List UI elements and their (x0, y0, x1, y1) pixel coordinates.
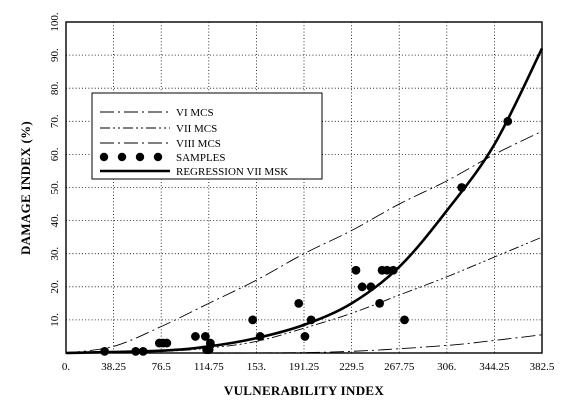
x-axis-title: VULNERABILITY INDEX (224, 383, 384, 398)
legend-swatch-samples-dot (153, 152, 163, 162)
legend-label-vi-mcs: VI MCS (176, 107, 214, 119)
legend: VI MCS VII MCS VIII MCS SAMPLES REGRESSION V… (91, 92, 323, 180)
legend-swatch-samples-dot (117, 152, 127, 162)
sample-point (357, 282, 367, 292)
regression-vii-msk-curve (65, 47, 544, 355)
sample-point (100, 346, 109, 356)
sample-point (351, 265, 361, 275)
legend-swatch-samples-dot (99, 152, 109, 162)
y-tick-label: 10. (49, 313, 61, 327)
legend-label-vii-mcs: VII MCS (176, 123, 217, 135)
sample-point (503, 116, 513, 126)
sample-point (200, 332, 210, 341)
legend-swatch-samples-dot (135, 152, 145, 162)
y-tick-label: 60. (49, 147, 61, 161)
x-tick-label: 344.25 (479, 361, 510, 373)
grid-lines (66, 22, 542, 353)
x-tick-label: 76.5 (152, 361, 172, 373)
x-tick-label: 382.5 (530, 361, 555, 373)
y-tick-label: 40. (49, 213, 61, 227)
y-tick-label: 80. (49, 81, 61, 95)
sample-point (300, 332, 310, 341)
y-axis-title: DAMAGE INDEX (%) (18, 121, 33, 255)
x-tick-label: 153. (247, 361, 267, 373)
y-tick-label: 70. (49, 114, 61, 128)
sample-point (204, 345, 214, 355)
legend-label-regression-vii-msk: REGRESSION VII MSK (176, 166, 288, 178)
series-layer (65, 47, 544, 355)
tick-labels: 0. 38.25 76.5 114.75 153. 191.25 229.5 267.75 30… (49, 12, 555, 373)
y-tick-label: 30. (49, 247, 61, 261)
legend-label-viii-mcs: VIII MCS (176, 138, 221, 150)
y-tick-label: 90. (49, 48, 61, 62)
sample-point (382, 265, 392, 275)
sample-point (306, 315, 316, 325)
sample-point (205, 338, 215, 348)
x-tick-label: 38.25 (101, 361, 126, 373)
sample-point (457, 183, 467, 192)
legend-label-samples: SAMPLES (176, 152, 226, 164)
x-tick-label: 267.75 (384, 361, 415, 373)
sample-point (294, 298, 304, 308)
y-tick-label: 100. (49, 12, 61, 32)
sample-point (255, 332, 265, 341)
sample-point (388, 265, 398, 275)
x-tick-label: 306. (437, 361, 457, 373)
sample-point (191, 332, 200, 341)
y-tick-label: 20. (49, 280, 61, 294)
sample-point (366, 282, 376, 292)
y-tick-label: 50. (49, 180, 61, 194)
x-tick-label: 114.75 (194, 361, 224, 373)
viii-mcs-curve (65, 130, 543, 354)
legend-box (91, 92, 323, 180)
sample-point (131, 346, 141, 356)
x-tick-label: 229.5 (339, 361, 364, 373)
vii-mcs-curve (65, 236, 543, 354)
sample-point (375, 298, 384, 308)
plot-frame (65, 21, 543, 354)
sample-point (400, 315, 409, 325)
sample-point (248, 315, 258, 325)
sample-point (162, 338, 172, 348)
vi-mcs-curve (66, 334, 543, 354)
x-tick-label: 191.25 (289, 361, 320, 373)
x-tick-label: 0. (62, 361, 71, 373)
